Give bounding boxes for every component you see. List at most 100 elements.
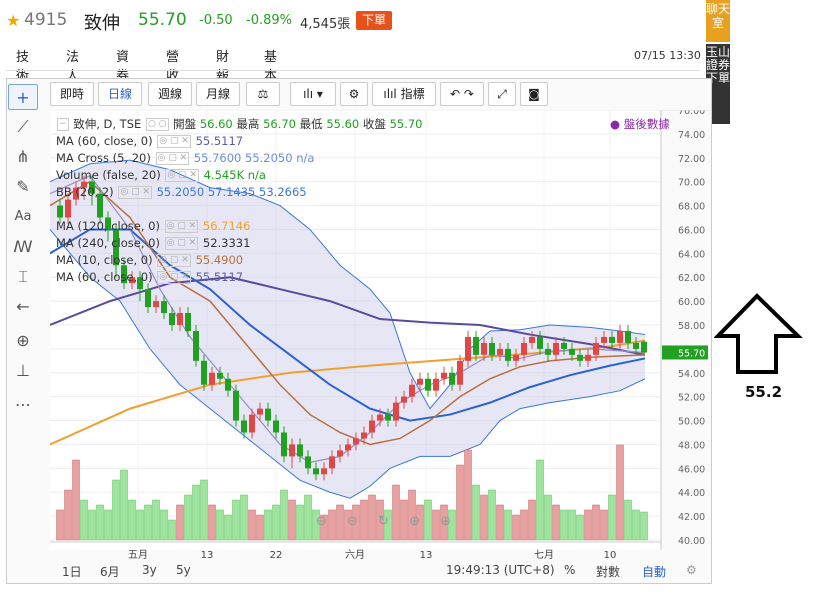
arrow-left-icon[interactable]: ←: [16, 297, 30, 316]
measure-icon[interactable]: ⌶: [18, 267, 28, 286]
collapse-icon[interactable]: −: [57, 118, 69, 131]
clock: 19:49:13 (UTC+8): [446, 563, 555, 577]
candle-body: [337, 450, 343, 457]
volume-bar: [352, 504, 360, 541]
pattern-icon[interactable]: ꟿ: [13, 237, 33, 256]
volume-bar: [592, 504, 600, 541]
auto-toggle[interactable]: 自動: [642, 565, 667, 579]
candle-body: [89, 181, 95, 194]
brush-icon[interactable]: ✎: [16, 177, 30, 196]
weekly-button[interactable]: 週線: [148, 82, 192, 106]
after-hours-link[interactable]: ● 盤後數據: [610, 117, 670, 131]
volume-bar: [280, 489, 288, 541]
legend-controls-icon[interactable]: ○ ○: [145, 118, 169, 131]
range-1d[interactable]: 1日: [62, 565, 82, 579]
candle-body: [353, 438, 359, 445]
volume-bar: [384, 509, 392, 541]
candle-body: [73, 187, 79, 200]
candle-body: [545, 348, 551, 355]
text-icon[interactable]: Aa: [14, 209, 32, 224]
legend-controls-icon[interactable]: ◎ ▢ ✕: [118, 186, 152, 199]
legend-symbol: 致伸, D, TSE: [73, 117, 142, 131]
candle-body: [617, 330, 623, 343]
order-button[interactable]: 下單: [356, 11, 392, 30]
candle-body: [249, 414, 255, 433]
volume-bar: [568, 509, 576, 541]
percent-toggle[interactable]: %: [564, 563, 576, 577]
trendline-icon[interactable]: ⟋: [17, 117, 29, 136]
daily-button[interactable]: 日線: [98, 82, 142, 106]
side-badges: 聊天室 玉山證券下單: [706, 0, 730, 124]
legend-row[interactable]: MA (120, close, 0) ◎ ▢ ✕ 56.7146: [56, 219, 250, 233]
undo-redo-icon[interactable]: ↶ ↷: [440, 82, 484, 106]
legend-controls-icon[interactable]: ◎ ▢ ✕: [157, 271, 191, 284]
candle-body: [193, 330, 199, 361]
legend-controls-icon[interactable]: ◎ ▢ ✕: [155, 152, 190, 165]
low-label: 最低: [299, 117, 323, 131]
settings-gear-icon[interactable]: ⚙: [686, 563, 697, 577]
volume-bar: [368, 494, 376, 541]
legend-row[interactable]: MA Cross (5, 20) ◎ ▢ ✕ 55.7600 55.2050 n…: [56, 151, 314, 165]
legend-value: 56.7146: [202, 219, 251, 233]
legend-row[interactable]: MA (60, close, 0) ◎ ▢ ✕ 55.5117: [56, 270, 243, 284]
legend-row[interactable]: MA (60, close, 0) ◎ ▢ ✕ 55.5117: [56, 134, 243, 148]
legend-main[interactable]: − 致伸, D, TSE ○ ○ 開盤 56.60 最高 56.70 最低 55…: [56, 116, 423, 132]
favorite-star-icon[interactable]: ★: [6, 11, 21, 30]
range-3y[interactable]: 3y: [142, 563, 157, 577]
settings-gear-icon[interactable]: ⚙: [340, 82, 368, 106]
compare-icon[interactable]: ⚖: [246, 82, 280, 106]
range-5y[interactable]: 5y: [176, 563, 191, 577]
price-chart[interactable]: 76.00 74.00 72.00 70.00 68.00 66.00 64.00 62.00…: [50, 110, 710, 560]
legend-row[interactable]: MA (10, close, 0) ◎ ▢ ✕ 55.4900: [56, 253, 243, 267]
candle-body: [505, 348, 511, 361]
volume-bar: [312, 509, 320, 541]
legend-controls-icon[interactable]: ◎ ▢ ✕: [157, 135, 191, 148]
candle-body: [537, 336, 543, 349]
time-tick-label: 13: [420, 550, 433, 560]
candle-body: [609, 336, 615, 343]
volume-bar: [448, 509, 456, 541]
time-tick-label: 10: [604, 550, 617, 560]
legend-controls-icon[interactable]: ◎ ▢ ✕: [157, 254, 191, 267]
zoom-icon[interactable]: ⊕: [16, 331, 30, 350]
price-tick-label: 74.00: [678, 130, 705, 141]
candle-body: [209, 372, 215, 385]
intraday-button[interactable]: 即時: [50, 82, 94, 106]
chart-zoom-controls[interactable]: ⊖ ⊖ ↻ ⊕ ⊕: [316, 514, 459, 529]
camera-icon[interactable]: ◙: [520, 82, 548, 106]
volume-bar: [472, 484, 480, 541]
legend-controls-icon[interactable]: ◎ ▢ ✕: [164, 220, 199, 233]
ruler-icon[interactable]: ⊥: [16, 361, 30, 380]
volume-bar: [184, 494, 192, 541]
legend-row[interactable]: Volume (false, 20) ◎ ▢ ✕ 4.545K n/a: [56, 168, 266, 182]
monthly-button[interactable]: 月線: [196, 82, 240, 106]
volume-bar: [224, 514, 232, 541]
candle-body: [377, 414, 383, 421]
fork-icon[interactable]: ⋔: [16, 147, 30, 166]
candle-body: [601, 336, 607, 343]
chat-room-badge[interactable]: 聊天室: [706, 0, 730, 42]
legend-controls-icon[interactable]: ◎ ▢ ✕: [165, 169, 199, 182]
candle-style-icon[interactable]: ılı ▾: [290, 82, 336, 106]
more-icon[interactable]: ⋯: [15, 395, 31, 414]
legend-controls-icon[interactable]: ◎ ▢ ✕: [164, 237, 199, 250]
volume-bar: [136, 509, 144, 541]
legend-row[interactable]: MA (240, close, 0) ◎ ▢ ✕ 52.3331: [56, 236, 250, 250]
legend-value: 55.4900: [195, 253, 244, 267]
candle-body: [441, 372, 447, 379]
volume-bar: [608, 494, 616, 541]
volume-bar: [488, 489, 496, 541]
volume-bar: [264, 509, 272, 541]
fullscreen-icon[interactable]: ⤢: [488, 82, 516, 106]
volume-bar: [192, 484, 200, 541]
log-toggle[interactable]: 對數: [596, 565, 621, 579]
crosshair-icon[interactable]: +: [8, 84, 38, 110]
candle-body: [65, 199, 71, 218]
indicators-button[interactable]: ılıl 指標: [372, 82, 436, 106]
candle-body: [385, 414, 391, 421]
range-6m[interactable]: 6月: [100, 565, 120, 579]
volume-bar: [256, 514, 264, 541]
legend-label: MA (240, close, 0): [56, 236, 160, 250]
legend-row[interactable]: BB (20, 2) ◎ ▢ ✕ 55.2050 57.1435 53.2665: [56, 185, 307, 199]
candle-body: [265, 408, 271, 421]
